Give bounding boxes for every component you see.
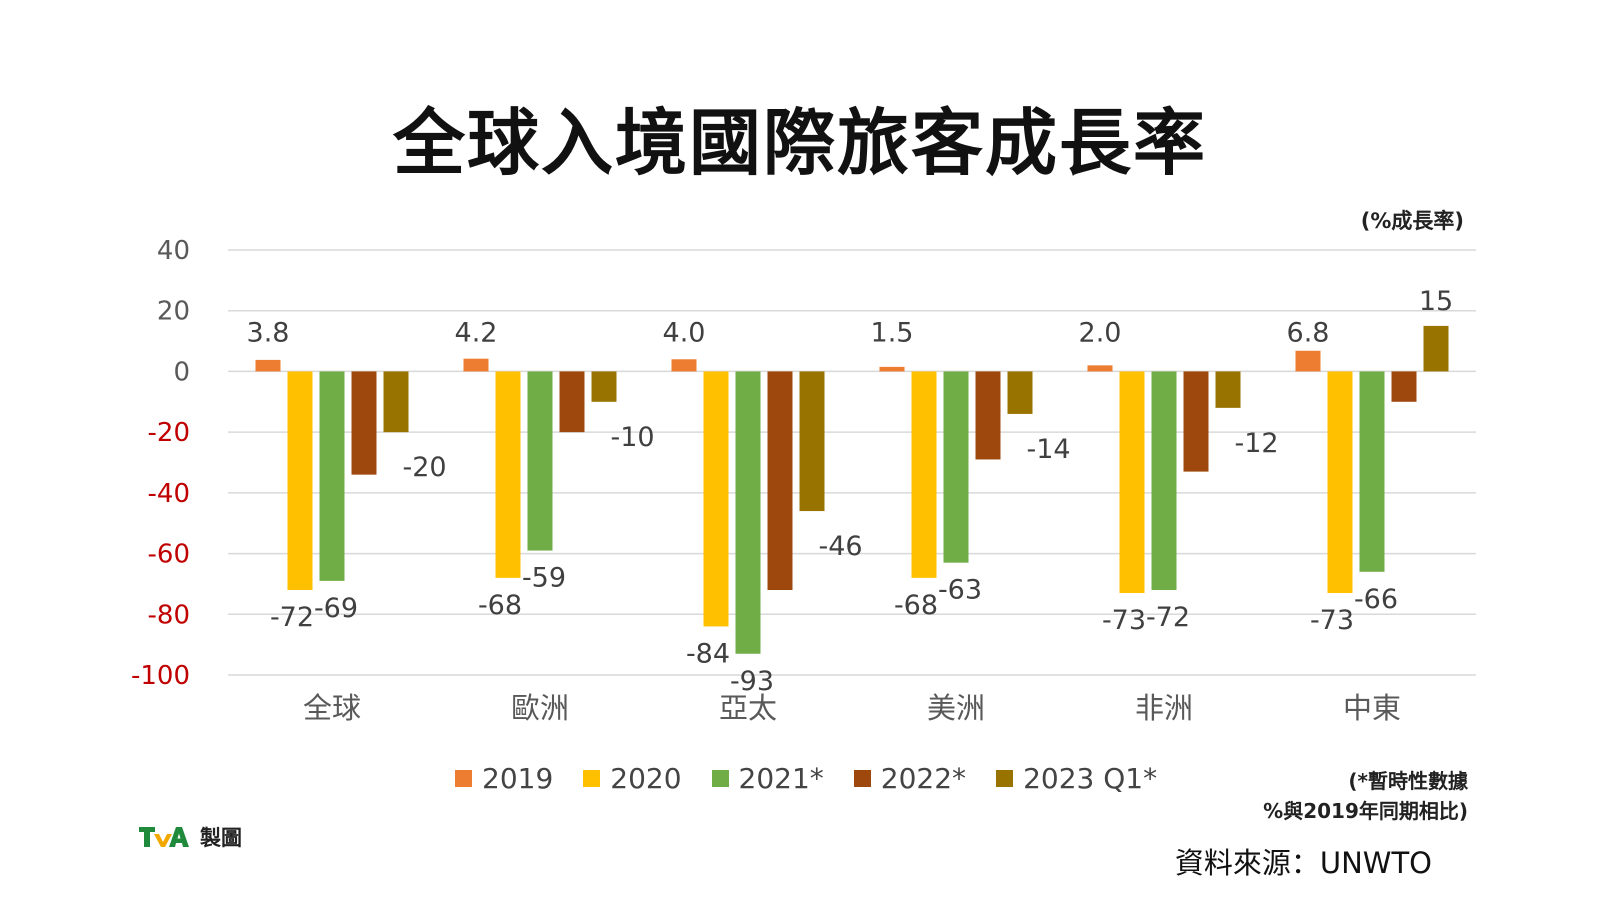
- data-label: -12: [1235, 428, 1279, 459]
- source-label: 資料來源：UNWTO: [1174, 846, 1432, 880]
- gridlines: [228, 249, 1476, 676]
- legend-item: 2022*: [853, 762, 967, 795]
- legend-swatch: [711, 770, 729, 787]
- bar: [495, 371, 521, 578]
- data-label: 3.8: [247, 317, 290, 348]
- legend-swatch: [853, 770, 871, 787]
- x-category-label: 美洲: [927, 691, 985, 725]
- bar: [671, 359, 697, 372]
- bar: [1087, 365, 1113, 372]
- data-label: -73: [1102, 605, 1146, 636]
- data-label: -14: [1027, 434, 1071, 465]
- footnote-line-1: (*暫時性數據: [1348, 769, 1468, 793]
- bar: [1119, 371, 1145, 594]
- credit: 製圖: [138, 822, 242, 852]
- legend-label: 2022*: [880, 762, 967, 795]
- bar: [799, 371, 825, 512]
- bar: [1215, 371, 1241, 408]
- bar: [1359, 371, 1385, 572]
- legend-swatch: [996, 770, 1014, 787]
- tva-logo: [139, 827, 189, 847]
- data-label: -93: [730, 666, 774, 697]
- y-tick-label: -40: [148, 479, 190, 509]
- legend-item: 2020: [583, 762, 682, 795]
- legend-label: 2020: [610, 762, 682, 795]
- legend-label: 2023 Q1*: [1023, 762, 1158, 795]
- bar: [351, 371, 377, 475]
- bar: [559, 371, 585, 433]
- legend-swatch: [455, 770, 472, 787]
- x-category-label: 中東: [1343, 691, 1401, 725]
- legend-item: 2019: [455, 762, 553, 795]
- legend-swatch: [583, 770, 601, 787]
- data-label: 4.2: [455, 317, 498, 348]
- bar: [255, 359, 281, 372]
- bar: [319, 371, 345, 581]
- x-category-label: 歐洲: [511, 691, 569, 725]
- x-category-label: 亞太: [719, 691, 777, 725]
- bar: [703, 371, 729, 627]
- bar: [911, 371, 937, 578]
- bar: [735, 371, 761, 654]
- legend-label: 2021*: [738, 762, 824, 795]
- data-label: -69: [314, 593, 358, 624]
- bar: [1423, 325, 1449, 372]
- bar: [975, 371, 1001, 460]
- bar: [943, 371, 969, 563]
- bar: [879, 366, 905, 372]
- data-label: -68: [478, 590, 522, 621]
- data-label: -72: [270, 602, 314, 633]
- bar: [287, 371, 313, 590]
- unit-label: (%成長率): [1360, 209, 1464, 233]
- data-labels: 3.8-72 -69-204.2-68-59-104.0-84-93-461.5-…: [247, 286, 1454, 697]
- y-tick-label: -20: [148, 418, 190, 448]
- data-label: 15: [1419, 286, 1453, 317]
- data-label: -46: [819, 531, 863, 562]
- bar: [383, 371, 409, 433]
- y-tick-label: 20: [157, 297, 190, 327]
- bar: [1391, 371, 1417, 402]
- y-tick-label: 0: [173, 357, 190, 387]
- bar: [591, 371, 617, 402]
- data-label: -59: [522, 563, 566, 594]
- x-axis-categories: 全球 歐洲 亞太 美洲 非洲 中東: [303, 691, 1401, 725]
- data-label: -63: [938, 575, 982, 606]
- x-category-label: 非洲: [1135, 691, 1193, 725]
- y-tick-label: -100: [131, 661, 190, 691]
- legend: 2019 2020 2021* 2022* 2023 Q1*: [455, 762, 1157, 795]
- data-label: -20: [403, 452, 447, 483]
- y-tick-label: 40: [157, 236, 190, 266]
- legend-label: 2019: [482, 762, 554, 795]
- bar: [1007, 371, 1033, 414]
- data-label: 4.0: [663, 317, 706, 348]
- y-tick-label: -80: [148, 600, 190, 630]
- x-category-label: 全球: [303, 691, 361, 725]
- chart-title: 全球入境國際旅客成長率: [392, 101, 1207, 185]
- data-label: -68: [894, 590, 938, 621]
- footnote: (*暫時性數據 %與2019年同期相比): [1263, 766, 1468, 826]
- bar: [1183, 371, 1209, 472]
- data-label: -72: [1146, 602, 1190, 633]
- credit-label: 製圖: [200, 826, 242, 850]
- data-label: -73: [1310, 605, 1354, 636]
- data-label: 6.8: [1287, 317, 1330, 348]
- footnote-line-2: %與2019年同期相比): [1263, 799, 1468, 823]
- data-label: -66: [1354, 584, 1398, 615]
- legend-item: 2021*: [711, 762, 824, 795]
- bar: [463, 358, 489, 372]
- y-axis-ticks: 40 20 0 -20 -40 -60 -80 -100: [131, 236, 190, 691]
- y-tick-label: -60: [148, 540, 190, 570]
- bar: [1327, 371, 1353, 594]
- bars: [255, 325, 1449, 654]
- data-label: -10: [611, 422, 655, 453]
- bar: [1295, 350, 1321, 372]
- data-label: 2.0: [1079, 317, 1122, 348]
- data-label: 1.5: [871, 317, 914, 348]
- bar: [527, 371, 553, 551]
- bar: [767, 371, 793, 590]
- data-label: -84: [686, 638, 730, 669]
- bar: [1151, 371, 1177, 590]
- legend-item: 2023 Q1*: [996, 762, 1157, 795]
